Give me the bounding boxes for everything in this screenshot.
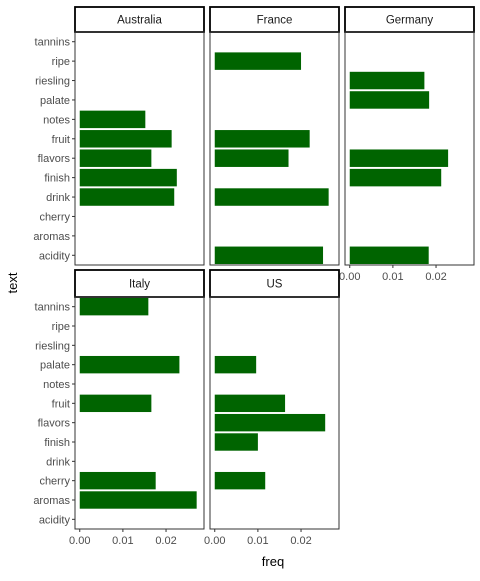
x-tick-label-italy-1: 0.01 [112, 535, 133, 547]
facet-strip-australia [74, 6, 205, 33]
bar-france-acidity [214, 246, 324, 265]
y-tick-label-flavors: flavors [38, 153, 71, 165]
panel-border-australia [74, 31, 205, 266]
y-axis-title: text [5, 272, 20, 293]
y-tick-label-drink: drink [46, 456, 70, 468]
facet-label-australia: Australia [117, 15, 162, 27]
bar-france-fruit [214, 130, 310, 148]
bar-germany-riesling [349, 71, 425, 90]
bar-australia-finish [79, 168, 177, 187]
y-tick-label-notes: notes [43, 114, 70, 126]
bar-germany-acidity [349, 246, 429, 265]
facet-label-france: France [257, 15, 293, 27]
y-tick-label-fruit: fruit [52, 134, 70, 146]
x-tick-label-italy-0: 0.00 [69, 535, 90, 547]
y-tick-label-ripe: ripe [52, 321, 70, 333]
bar-germany-palate [349, 91, 430, 109]
y-tick-label-tannins: tannins [35, 302, 71, 314]
x-tick-label-italy-2: 0.02 [155, 535, 176, 547]
y-tick-label-finish: finish [44, 173, 70, 185]
facet-label-italy: Italy [129, 279, 150, 291]
bar-france-flavors [214, 149, 289, 167]
bar-us-cherry [214, 471, 266, 490]
bar-germany-finish [349, 168, 442, 187]
y-tick-label-riesling: riesling [35, 76, 70, 88]
y-tick-label-riesling: riesling [35, 340, 70, 352]
bar-australia-drink [79, 188, 175, 206]
x-tick-label-us-2: 0.02 [290, 535, 311, 547]
y-tick-label-notes: notes [43, 379, 70, 391]
y-tick-label-palate: palate [40, 360, 70, 372]
y-tick-label-aromas: aromas [33, 495, 70, 507]
x-tick-label-us-1: 0.01 [247, 535, 268, 547]
bar-france-drink [214, 188, 329, 206]
facet-strip-italy [74, 269, 205, 298]
bar-italy-palate [79, 355, 180, 374]
y-tick-label-acidity: acidity [39, 250, 71, 262]
bar-italy-cherry [79, 471, 156, 490]
y-tick-label-tannins: tannins [35, 37, 71, 49]
y-tick-label-cherry: cherry [39, 211, 70, 223]
x-axis-title: freq [262, 554, 284, 569]
bar-italy-aromas [79, 491, 197, 509]
y-tick-label-cherry: cherry [39, 476, 70, 488]
panel-border-france [209, 31, 340, 266]
panel-border-germany [344, 31, 475, 266]
bar-germany-flavors [349, 149, 449, 167]
bar-us-flavors [214, 413, 326, 432]
y-tick-label-fruit: fruit [52, 398, 70, 410]
x-tick-label-us-0: 0.00 [204, 535, 225, 547]
panel-border-us [209, 296, 340, 530]
x-tick-label-germany-2: 0.02 [425, 271, 446, 283]
y-tick-label-flavors: flavors [38, 418, 71, 430]
bar-us-fruit [214, 394, 286, 413]
y-tick-label-aromas: aromas [33, 231, 70, 243]
bar-australia-flavors [79, 149, 152, 167]
bar-australia-fruit [79, 130, 172, 148]
bar-australia-notes [79, 110, 146, 129]
bar-us-palate [214, 355, 257, 374]
facet-label-germany: Germany [386, 15, 434, 27]
bar-us-finish [214, 433, 258, 451]
facet-label-us: US [267, 279, 283, 291]
bar-italy-fruit [79, 394, 152, 413]
y-tick-label-ripe: ripe [52, 56, 70, 68]
y-tick-label-finish: finish [44, 437, 70, 449]
bar-italy-tannins [79, 297, 149, 316]
bar-france-ripe [214, 52, 302, 70]
x-tick-label-germany-0: 0.00 [339, 271, 360, 283]
panel-border-italy [74, 296, 205, 530]
y-tick-label-palate: palate [40, 95, 70, 107]
x-tick-label-germany-1: 0.01 [382, 271, 403, 283]
y-tick-label-drink: drink [46, 192, 70, 204]
y-tick-label-acidity: acidity [39, 514, 71, 526]
